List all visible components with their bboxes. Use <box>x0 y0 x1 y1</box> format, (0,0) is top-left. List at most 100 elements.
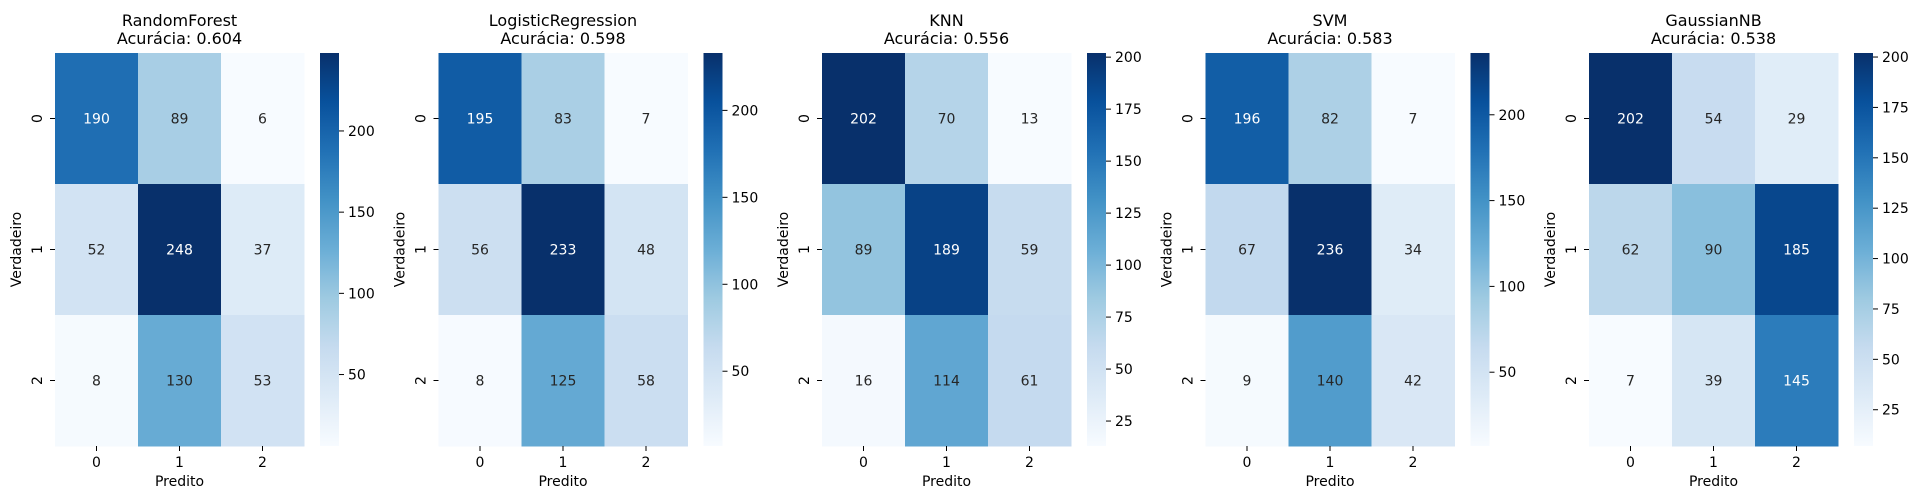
x-tick-label: 1 <box>942 455 951 471</box>
colorbar-tick-label: 200 <box>732 103 759 119</box>
cell-value-label: 233 <box>550 243 577 259</box>
heatmap-cell <box>822 315 906 447</box>
chart-title: SVM <box>1313 11 1348 30</box>
colorbar-tick-label: 100 <box>348 286 375 302</box>
cell-value-label: 185 <box>1783 243 1810 259</box>
y-axis-label: Verdadeiro <box>1543 212 1559 287</box>
y-tick-label: 1 <box>414 245 430 254</box>
cell-value-label: 189 <box>933 243 960 259</box>
colorbar-tick-label: 125 <box>1115 206 1142 222</box>
cell-value-label: 34 <box>1404 243 1422 259</box>
cell-value-label: 196 <box>1234 112 1261 128</box>
colorbar-tick-label: 100 <box>1882 252 1909 268</box>
cell-value-label: 6 <box>258 112 267 128</box>
heatmap-cell <box>1589 315 1673 447</box>
colorbar-tick-label: 200 <box>1115 50 1142 66</box>
y-tick-label: 1 <box>1564 245 1580 254</box>
cell-value-label: 42 <box>1404 374 1422 390</box>
colorbar-tick-label: 150 <box>1115 154 1142 170</box>
colorbar-tick-label: 100 <box>1115 258 1142 274</box>
cell-value-label: 8 <box>92 374 101 390</box>
chart-title: LogisticRegression <box>489 11 637 30</box>
y-axis-label: Verdadeiro <box>776 212 792 287</box>
chart-title: Acurácia: 0.598 <box>500 29 625 48</box>
heatmap-cell <box>438 184 522 316</box>
heatmap-cell <box>1371 184 1455 316</box>
heatmap-cell <box>988 315 1072 447</box>
colorbar-tick-label: 50 <box>348 368 366 384</box>
cell-value-label: 53 <box>254 374 272 390</box>
y-tick-label: 2 <box>30 376 46 385</box>
x-tick-label: 0 <box>476 455 485 471</box>
colorbar <box>1854 53 1873 446</box>
cell-value-label: 248 <box>166 243 193 259</box>
cell-value-label: 54 <box>1705 112 1723 128</box>
y-tick-label: 0 <box>1564 114 1580 123</box>
x-axis-label: Predito <box>155 474 204 490</box>
x-tick-label: 0 <box>859 455 868 471</box>
colorbar-tick-label: 50 <box>1499 365 1517 381</box>
heatmap-cell <box>905 184 989 316</box>
chart-title: Acurácia: 0.604 <box>117 29 242 48</box>
heatmap-cell <box>55 184 139 316</box>
cell-value-label: 89 <box>171 112 189 128</box>
cell-value-label: 37 <box>254 243 272 259</box>
y-tick-label: 1 <box>1181 245 1197 254</box>
y-tick-label: 1 <box>797 245 813 254</box>
colorbar-tick-label: 200 <box>348 124 375 140</box>
cell-value-label: 114 <box>933 374 960 390</box>
heatmap-cell <box>1589 184 1673 316</box>
colorbar-tick-label: 150 <box>1499 194 1526 210</box>
heatmap-cell <box>1288 53 1372 185</box>
x-axis-label: Predito <box>1689 474 1738 490</box>
heatmap-cell <box>1672 53 1756 185</box>
colorbar-tick-label: 25 <box>1115 414 1133 430</box>
cell-value-label: 145 <box>1783 374 1810 390</box>
heatmap-cell <box>221 53 305 185</box>
heatmap-cell <box>438 53 522 185</box>
cell-value-label: 89 <box>855 243 873 259</box>
cell-value-label: 236 <box>1317 243 1344 259</box>
x-tick-label: 0 <box>1243 455 1252 471</box>
colorbar-tick-label: 75 <box>1882 302 1900 318</box>
heatmap-cell <box>1755 315 1839 447</box>
colorbar-tick-label: 150 <box>1882 151 1909 167</box>
cell-value-label: 130 <box>166 374 193 390</box>
chart-title: Acurácia: 0.556 <box>884 29 1009 48</box>
heatmap-cell <box>1288 184 1372 316</box>
heatmap-cell <box>138 315 222 447</box>
chart-title: Acurácia: 0.583 <box>1267 29 1392 48</box>
heatmap-cell <box>221 184 305 316</box>
y-tick-label: 0 <box>414 114 430 123</box>
x-tick-label: 2 <box>258 455 267 471</box>
cell-value-label: 59 <box>1021 243 1039 259</box>
cell-value-label: 140 <box>1317 374 1344 390</box>
heatmap-cell <box>221 315 305 447</box>
x-tick-label: 2 <box>1025 455 1034 471</box>
y-axis-label: Verdadeiro <box>393 212 409 287</box>
heatmap-cell <box>988 184 1072 316</box>
chart-title: KNN <box>929 11 963 30</box>
x-tick-label: 1 <box>1709 455 1718 471</box>
heatmap-cell <box>138 184 222 316</box>
heatmap-cell <box>1755 53 1839 185</box>
heatmap-cell <box>1371 315 1455 447</box>
x-tick-label: 0 <box>92 455 101 471</box>
heatmap-cell <box>822 53 906 185</box>
cell-value-label: 9 <box>1243 374 1252 390</box>
x-tick-label: 1 <box>175 455 184 471</box>
cell-value-label: 58 <box>637 374 655 390</box>
heatmap-cell <box>55 53 139 185</box>
colorbar <box>1087 53 1106 446</box>
cell-value-label: 62 <box>1622 243 1640 259</box>
x-axis-label: Predito <box>538 474 587 490</box>
heatmap-cell <box>1672 315 1756 447</box>
cell-value-label: 8 <box>476 374 485 390</box>
colorbar-tick-label: 50 <box>732 364 750 380</box>
colorbar-tick-label: 150 <box>348 205 375 221</box>
x-tick-label: 1 <box>1326 455 1335 471</box>
